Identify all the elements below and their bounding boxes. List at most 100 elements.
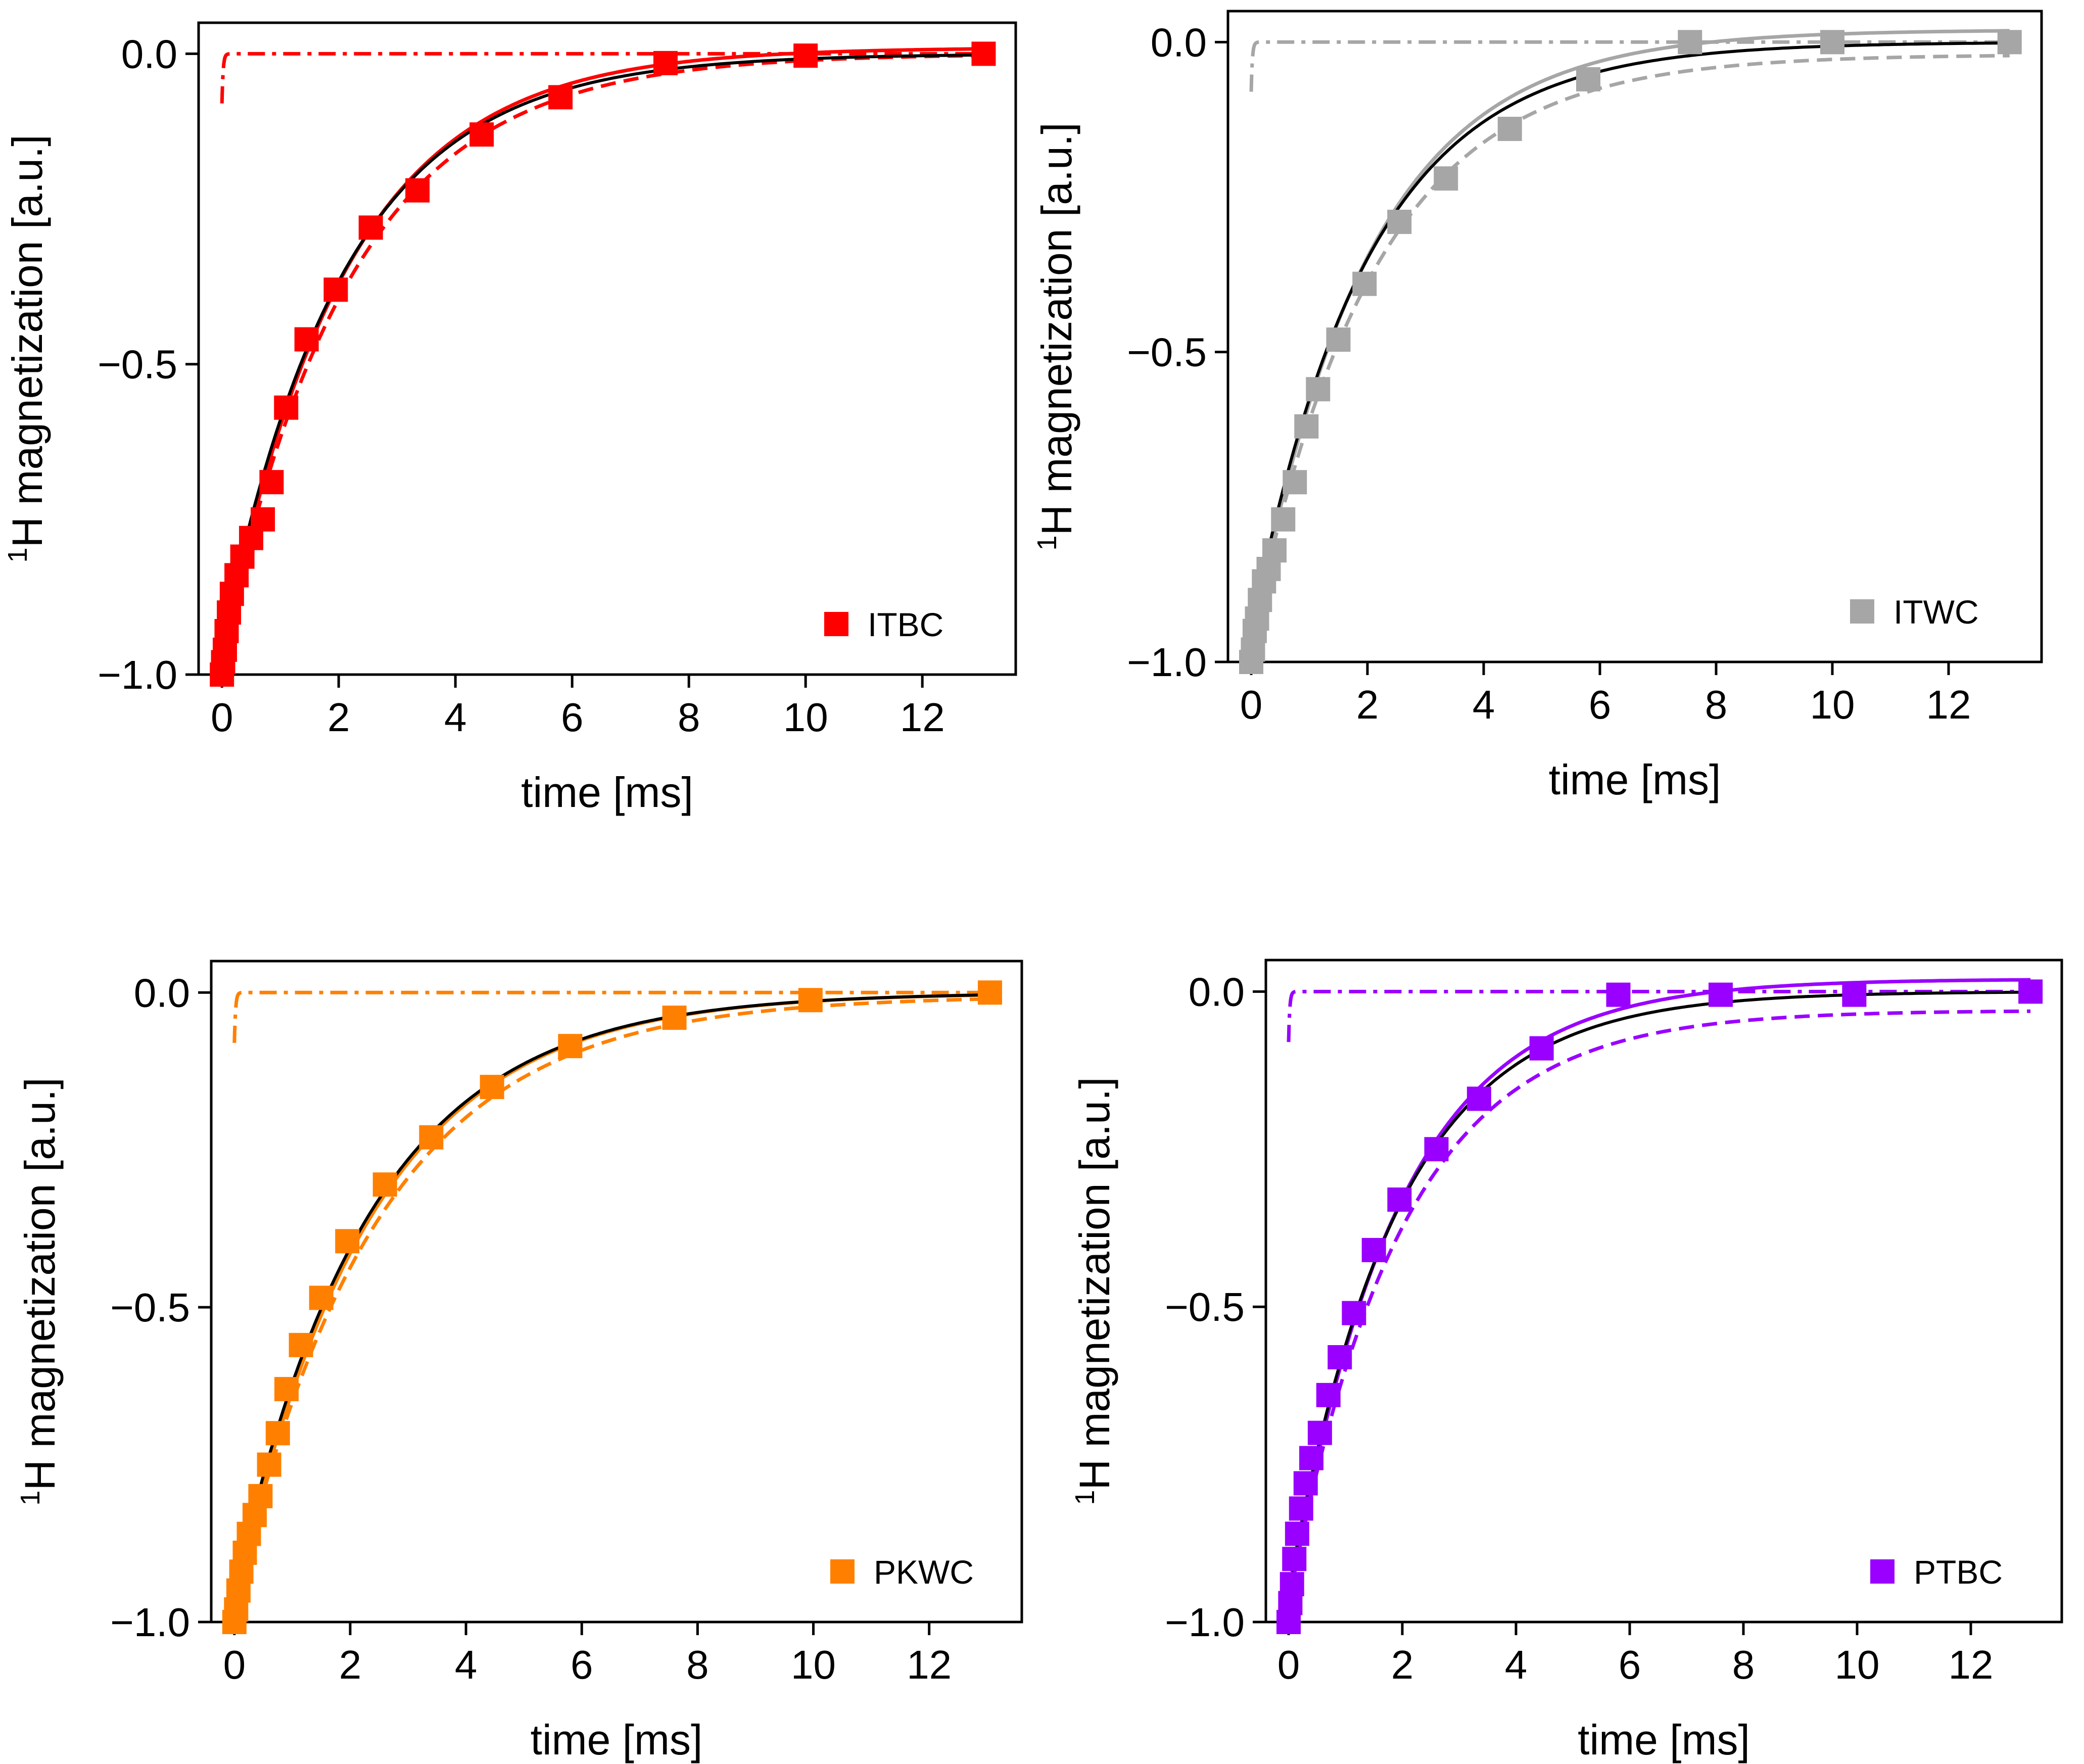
data-point (977, 980, 1002, 1005)
x-tick-label: 10 (1810, 682, 1855, 727)
data-point (793, 43, 818, 68)
y-tick-label: −0.5 (110, 1285, 190, 1330)
fit-curve-black (236, 993, 990, 1576)
fit-curve-dashed (1250, 54, 2010, 639)
x-tick-label: 4 (1473, 682, 1495, 727)
fit-curve-solid (233, 993, 990, 1599)
y-axis-title: 1H magnetization [a.u.] (1032, 122, 1080, 550)
data-point (257, 1452, 281, 1477)
x-tick-label: 12 (1926, 682, 1971, 727)
x-tick-label: 2 (327, 695, 350, 740)
data-point (1262, 538, 1287, 563)
legend-marker (824, 612, 848, 636)
x-tick-label: 10 (791, 1642, 836, 1687)
data-point (469, 122, 494, 147)
data-point (248, 1484, 273, 1508)
x-tick-label: 4 (1505, 1642, 1528, 1687)
fit-curve-fast-component (232, 990, 990, 1043)
x-tick-label: 6 (1589, 682, 1612, 727)
x-tick-label: 6 (561, 695, 584, 740)
data-point (1316, 1382, 1341, 1407)
plot-frame (210, 960, 1023, 1624)
y-tick-label: −0.5 (98, 342, 177, 387)
data-point (1294, 414, 1319, 439)
data-points (210, 41, 996, 687)
data-point (1285, 1521, 1309, 1546)
legend-label: ITBC (868, 606, 943, 643)
x-tick-label: 4 (455, 1642, 478, 1687)
chart-panel-ptbc: 0 2 4 6 8 10 12 −1.0 −0.5 0.0 time [ms] 1H magnetiz… (1070, 959, 2063, 1763)
legend-label: PKWC (874, 1553, 974, 1591)
fit-curve-solid (221, 47, 984, 651)
legend-label: ITWC (1893, 593, 1979, 631)
y-tick-label: 0.0 (1189, 969, 1245, 1014)
data-point (548, 85, 573, 110)
data-point (1289, 1496, 1313, 1521)
fit-curve-solid (1288, 978, 2031, 1597)
y-axis-title-superscript: 1 (15, 1491, 45, 1506)
y-tick-label: −1.0 (98, 652, 177, 697)
y-axis-title-text: H magnetization [a.u.] (1033, 122, 1080, 535)
x-tick-label: 8 (686, 1642, 709, 1687)
fit-curves (232, 990, 990, 1599)
legend-marker (1870, 1559, 1894, 1584)
data-point (1306, 377, 1331, 402)
y-axis-title-superscript: 1 (1032, 536, 1062, 551)
x-tick-label: 8 (1705, 682, 1728, 727)
data-point (419, 1125, 444, 1150)
legend: PKWC (830, 1553, 974, 1591)
x-tick-label: 0 (1277, 1642, 1300, 1687)
y-axis-title: 1H magnetization [a.u.] (1070, 1077, 1118, 1505)
x-tick-label: 6 (1619, 1642, 1641, 1687)
data-point (1352, 271, 1377, 296)
data-point (335, 1229, 360, 1254)
plot-frame (1226, 10, 2043, 663)
data-points (1276, 979, 2043, 1634)
fit-curve-black (224, 53, 984, 628)
fit-curve-fast-component (220, 52, 984, 104)
data-point (558, 1034, 583, 1059)
data-point (1282, 1547, 1307, 1571)
fit-curve-solid (1250, 29, 2010, 638)
x-tick-label: 2 (1391, 1642, 1414, 1687)
legend: ITWC (1850, 593, 1979, 631)
data-point (1342, 1301, 1366, 1325)
data-point (1497, 117, 1522, 141)
data-point (1293, 1471, 1318, 1496)
x-tick-label: 8 (1732, 1642, 1755, 1687)
fit-curves (220, 47, 984, 651)
x-axis-title: time [ms] (1549, 756, 1721, 803)
fit-curve-black (1253, 41, 2010, 614)
x-tick-label: 0 (211, 695, 233, 740)
data-point (1387, 1187, 1412, 1212)
x-tick-label: 0 (1240, 682, 1263, 727)
y-tick-label: 0.0 (121, 31, 177, 76)
data-point (1842, 982, 1867, 1007)
chart-panel-itbc: 0 2 4 6 8 10 12 −1.0 −0.5 0.0 time [ms] 1H magnetiz… (3, 21, 1017, 816)
fit-curve-fast-component (1287, 989, 2031, 1042)
data-point (265, 1421, 290, 1446)
legend: PTBC (1870, 1553, 2003, 1591)
fit-curve-dashed (233, 997, 990, 1599)
y-axis-title-superscript: 1 (1070, 1490, 1100, 1505)
x-tick-label: 8 (678, 695, 700, 740)
x-tick-label: 2 (1356, 682, 1379, 727)
data-point (274, 395, 299, 420)
data-point (405, 178, 430, 203)
fit-curve-dashed (1288, 1009, 2031, 1598)
data-point (480, 1075, 504, 1100)
x-tick-label: 6 (571, 1642, 593, 1687)
data-point (1271, 507, 1296, 532)
data-point (1299, 1446, 1323, 1470)
fit-curve-fast-component (1249, 40, 2010, 92)
legend-marker (1850, 599, 1874, 624)
fit-curves (1249, 29, 2010, 639)
data-point (1387, 210, 1412, 234)
data-point (1326, 327, 1351, 352)
y-axis-title-superscript: 1 (3, 548, 33, 563)
data-point (1997, 30, 2022, 55)
data-point (1434, 166, 1458, 191)
y-axis-title-text: H magnetization [a.u.] (4, 134, 51, 547)
data-point (294, 327, 319, 352)
data-point (1307, 1420, 1332, 1445)
